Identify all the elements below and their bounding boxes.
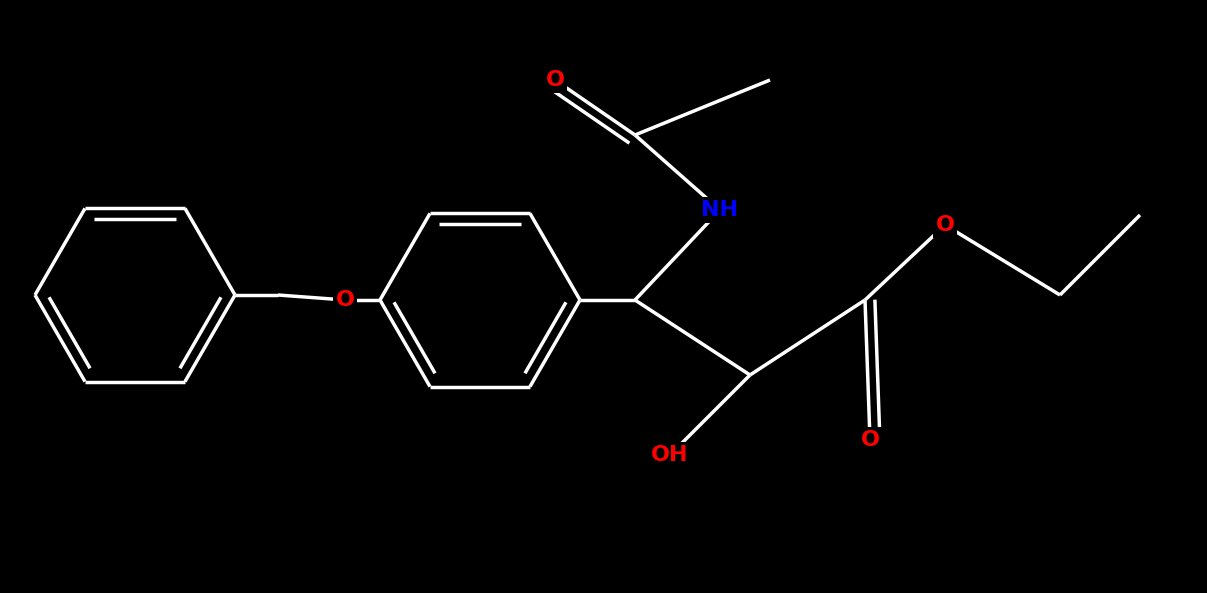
Text: O: O [336, 290, 355, 310]
Text: OH: OH [652, 445, 689, 465]
Text: O: O [861, 430, 880, 450]
Text: NH: NH [701, 200, 739, 220]
Text: O: O [546, 70, 565, 90]
Text: O: O [935, 215, 955, 235]
